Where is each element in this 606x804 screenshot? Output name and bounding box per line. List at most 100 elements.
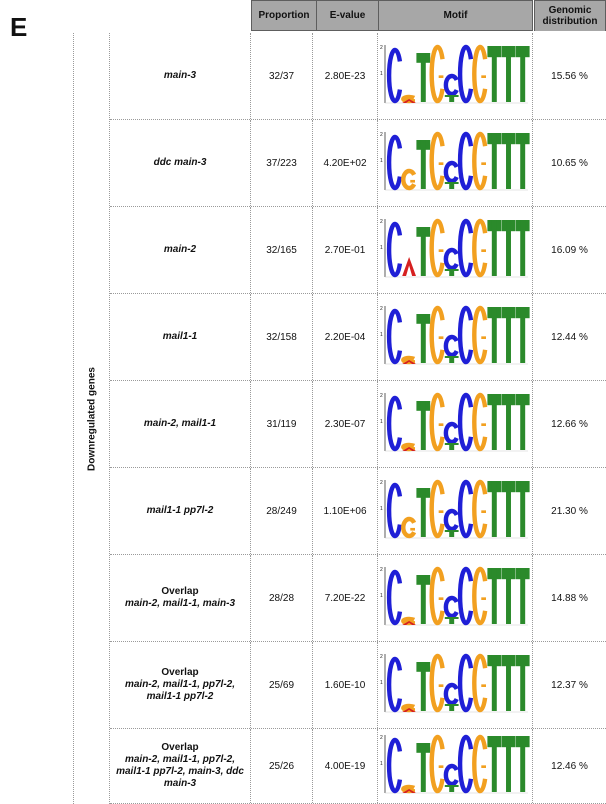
motif-letter-t	[501, 568, 516, 624]
motif-letter-c	[386, 134, 403, 191]
motif-letter-t	[416, 140, 431, 189]
motif-logo: 21	[380, 653, 530, 713]
motif-letter-a	[402, 447, 416, 451]
genotype-name: main-2	[163, 244, 197, 255]
motif-letter-t	[487, 568, 502, 624]
motif-letter-t	[444, 704, 459, 711]
genotype-cell: Overlap main-2, mail1-1, pp7l-2, mail1-1 …	[110, 642, 251, 728]
motif-letter-a	[402, 360, 416, 364]
motif-letter-t	[444, 785, 459, 792]
motif-letter-g	[429, 305, 445, 365]
genotype-name: main-2, mail1-1, pp7l-2, mail1-1 pp7l-2,…	[116, 754, 244, 789]
motif-letter-t	[501, 736, 516, 792]
motif-letter-t	[487, 220, 502, 276]
svg-text:1: 1	[380, 71, 383, 77]
motif-letter-a	[402, 621, 416, 625]
genomic-distribution-cell: 21.30 %	[551, 505, 588, 517]
panel-letter: E	[10, 12, 28, 42]
genotype-cell: main-2	[110, 207, 251, 293]
svg-text:1: 1	[380, 761, 383, 767]
motif-letter-c	[386, 47, 403, 104]
motif-letter-t	[501, 307, 516, 363]
svg-text:1: 1	[380, 158, 383, 164]
motif-letter-c	[457, 131, 474, 191]
motif-letter-g	[472, 131, 488, 191]
motif-letter-c	[443, 508, 459, 532]
header-genomic-line2: distribution	[542, 16, 598, 27]
motif-logo: 21	[380, 479, 530, 539]
header-proportion: Proportion	[251, 0, 317, 31]
genomic-distribution-cell: 10.65 %	[551, 157, 588, 169]
motif-letter-t	[487, 736, 502, 792]
motif-letter-t	[444, 617, 459, 624]
motif-letter-a	[402, 257, 416, 276]
motif-letter-c	[457, 392, 474, 452]
motif-letter-c	[457, 566, 474, 626]
header-genomic-line1: Genomic	[548, 5, 592, 16]
genotype-name: main-3	[163, 70, 197, 81]
motif-letter-g	[472, 218, 488, 278]
motif-letter-c	[457, 44, 474, 104]
genotype-name: main-2, mail1-1	[143, 418, 217, 429]
proportion-cell: 25/69	[251, 642, 313, 728]
motif-letter-c	[443, 421, 459, 445]
motif-letter-t	[444, 443, 459, 450]
motif-letter-c	[457, 479, 474, 539]
motif-logo: 21	[380, 305, 530, 365]
motif-logo: 21	[380, 734, 530, 794]
motif-letter-t	[487, 46, 502, 102]
table-row: Overlap main-2, mail1-1, pp7l-2, mail1-1 …	[110, 729, 606, 804]
evalue-cell: 2.30E-07	[313, 381, 378, 467]
proportion-cell: 31/119	[251, 381, 313, 467]
genomic-distribution-cell: 12.46 %	[551, 760, 588, 772]
motif-letter-t	[487, 394, 502, 450]
genotype-name: main-2, mail1-1, main-3	[124, 598, 236, 609]
motif-letter-t	[444, 356, 459, 363]
motif-letter-g	[472, 566, 488, 626]
genomic-distribution-cell: 12.37 %	[551, 679, 588, 691]
motif-letter-c	[457, 218, 474, 278]
svg-text:2: 2	[380, 45, 383, 51]
evalue-cell: 2.70E-01	[313, 207, 378, 293]
table-row: ddc main-3 37/223 4.20E+02 2 1 10.65 %	[110, 120, 606, 207]
motif-letter-t	[515, 46, 530, 102]
motif-letter-c	[386, 737, 403, 794]
genomic-distribution-cell: 12.44 %	[551, 331, 588, 343]
table-row: Overlap main-2, mail1-1, pp7l-2, mail1-1 …	[110, 642, 606, 729]
table-row: main-3 32/37 2.80E-23 2 1 15.56 %	[110, 33, 606, 120]
genotype-name: main-2, mail1-1, pp7l-2, mail1-1 pp7l-2	[124, 679, 236, 702]
side-group-cell: Downregulated genes	[73, 33, 110, 804]
genotype-cell: Overlap main-2, mail1-1, main-3	[110, 555, 251, 641]
svg-text:2: 2	[380, 219, 383, 225]
motif-letter-c	[443, 73, 459, 97]
header-evalue: E-value	[316, 0, 379, 31]
header-motif: Motif	[378, 0, 533, 31]
svg-text:1: 1	[380, 506, 383, 512]
side-label: Downregulated genes	[86, 366, 97, 471]
genotype-cell: mail1-1 pp7l-2	[110, 468, 251, 554]
svg-text:2: 2	[380, 132, 383, 138]
motif-logo: 21	[380, 392, 530, 452]
motif-letter-g	[429, 218, 445, 278]
motif-letter-t	[416, 662, 431, 711]
motif-letter-c	[443, 595, 459, 619]
svg-text:2: 2	[380, 393, 383, 399]
motif-letter-a	[402, 708, 416, 712]
motif-letter-c	[386, 569, 403, 626]
table-row: main-2 32/165 2.70E-01 2 1 16.09 %	[110, 207, 606, 294]
svg-text:1: 1	[380, 332, 383, 338]
motif-letter-t	[416, 743, 431, 792]
motif-letter-g	[472, 734, 488, 794]
genotype-cell: Overlap main-2, mail1-1, pp7l-2, mail1-1 …	[110, 729, 251, 803]
motif-letter-t	[416, 488, 431, 537]
motif-letter-c	[443, 682, 459, 706]
motif-letter-g	[401, 168, 417, 191]
genotype-cell: mail1-1	[110, 294, 251, 380]
motif-letter-g	[401, 516, 417, 539]
motif-letter-t	[444, 269, 459, 276]
